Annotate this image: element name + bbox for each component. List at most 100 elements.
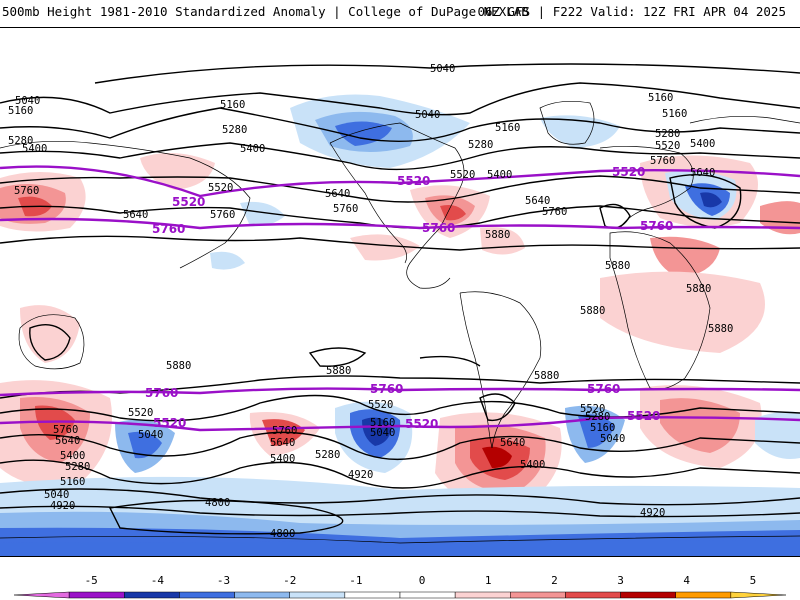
contour-label: 5640: [325, 188, 350, 200]
contour-label: 5160: [648, 92, 673, 104]
contour-label: 5400: [240, 143, 265, 155]
colorbar-tick-label: -4: [151, 574, 165, 587]
colorbar-segment: [179, 591, 235, 599]
contour-label-5760: 5760: [145, 386, 178, 400]
contour-label-5520: 5520: [397, 174, 430, 188]
contour-label: 5520: [450, 169, 475, 181]
contour-label: 5040: [138, 429, 163, 441]
contour-label-5520: 5520: [172, 195, 205, 209]
colorbar-tick-label: -3: [217, 574, 230, 587]
contour-label: 5280: [315, 449, 340, 461]
contour-label-5520: 5520: [405, 417, 438, 431]
contour-label: 5160: [60, 476, 85, 488]
colorbar-segments: [13, 591, 787, 599]
contour-label-5760: 5760: [587, 382, 620, 396]
contour-label: 5160: [370, 417, 395, 429]
colorbar-tick-label: 0: [419, 574, 426, 587]
colorbar-segment: [399, 591, 456, 599]
contour-label: 5400: [22, 143, 47, 155]
highlight-contour-labels: 5520 5520 5520 5760 5760 5760 5760 5760 …: [145, 165, 673, 431]
colorbar-segment: [13, 591, 70, 599]
height-contours: [0, 63, 800, 535]
colorbar-segment: [289, 591, 346, 599]
contour-label: 4920: [50, 500, 75, 512]
contour-label: 5880: [166, 360, 191, 372]
map-panel[interactable]: 5040 5040 5160 5160 5160 5160 5040 5160 …: [0, 27, 800, 557]
contour-label: 5760: [210, 209, 235, 221]
contour-label: 5280: [468, 139, 493, 151]
contour-label: 5520: [368, 399, 393, 411]
colorbar-tick-label: -5: [85, 574, 98, 587]
contour-label-5760: 5760: [640, 219, 673, 233]
colorbar-tick-label: -1: [349, 574, 362, 587]
contour-label: 5760: [333, 203, 358, 215]
model-run-info: 06Z GFS | F222 Valid: 12Z FRI APR 04 202…: [477, 4, 786, 19]
colorbar-segment: [620, 591, 676, 599]
contour-label: 5880: [686, 283, 711, 295]
contour-label: 5760: [542, 206, 567, 218]
contour-label: 5520: [208, 182, 233, 194]
colorbar-segment: [344, 591, 401, 599]
contour-label: 5520: [580, 403, 605, 415]
contour-label: 5040: [415, 109, 440, 121]
contour-label: 5400: [60, 450, 85, 462]
contour-label: 4920: [640, 507, 665, 519]
contour-label: 5640: [270, 437, 295, 449]
colorbar-tick-label: 2: [551, 574, 558, 587]
coastlines: [0, 101, 800, 544]
anomaly-map: 5040 5040 5160 5160 5160 5160 5040 5160 …: [0, 63, 800, 556]
colorbar-segment: [565, 591, 621, 599]
colorbar-ticks: -5 -4 -3 -2 -1 0 1 2 3 4 5: [85, 574, 757, 587]
contour-label: 5880: [708, 323, 733, 335]
contour-label: 5400: [487, 169, 512, 181]
contour-label: 5040: [15, 95, 40, 107]
contour-label: 5280: [65, 461, 90, 473]
contour-labels: 5040 5040 5160 5160 5160 5160 5040 5160 …: [8, 63, 733, 540]
contour-label: 5640: [690, 167, 715, 179]
contour-label: 5640: [500, 437, 525, 449]
contour-label-5520: 5520: [612, 165, 645, 179]
colorbar-tick-label: 5: [750, 574, 757, 587]
contour-label: 5280: [222, 124, 247, 136]
colorbar-tick-label: -2: [283, 574, 296, 587]
contour-label: 5880: [605, 260, 630, 272]
contour-label: 5280: [655, 128, 680, 140]
contour-label: 5760: [14, 185, 39, 197]
contour-label: 5880: [534, 370, 559, 382]
contour-label: 5640: [123, 209, 148, 221]
contour-label-5760: 5760: [370, 382, 403, 396]
highlight-contours: [0, 165, 800, 432]
colorbar-segment: [454, 591, 511, 599]
contour-label: 5760: [650, 155, 675, 167]
contour-label: 5160: [662, 108, 687, 120]
contour-label: 5040: [44, 489, 69, 501]
contour-label: 5280: [585, 411, 610, 423]
contour-label-5760: 5760: [422, 221, 455, 235]
colorbar-segment: [234, 591, 290, 599]
map-title: 500mb Height 1981-2010 Standardized Anom…: [2, 4, 529, 19]
contour-label: 4800: [270, 528, 295, 540]
contour-label: 5040: [430, 63, 455, 75]
contour-label: 5040: [600, 433, 625, 445]
colorbar-segment: [510, 591, 566, 599]
contour-label: 5160: [8, 105, 33, 117]
contour-label: 5280: [8, 135, 33, 147]
contour-label-5760: 5760: [152, 222, 185, 236]
contour-label: 5400: [520, 459, 545, 471]
contour-label-5520: 5520: [627, 409, 660, 423]
colorbar-segment: [730, 591, 787, 599]
contour-label: 5520: [655, 140, 680, 152]
colorbar-segment: [124, 591, 180, 599]
contour-label-5520: 5520: [153, 416, 186, 430]
colorbar-tick-label: 4: [683, 574, 690, 587]
contour-label: 5880: [580, 305, 605, 317]
contour-label: 4920: [348, 469, 373, 481]
contour-label: 5640: [55, 435, 80, 447]
contour-label: 5400: [270, 453, 295, 465]
colorbar-segment: [675, 591, 732, 599]
colorbar-segment: [68, 591, 125, 599]
anomaly-colorbar: -5 -4 -3 -2 -1 0 1 2 3 4 5: [13, 574, 787, 599]
contour-label: 5160: [495, 122, 520, 134]
contour-label: 5160: [590, 422, 615, 434]
contour-label: 5400: [690, 138, 715, 150]
